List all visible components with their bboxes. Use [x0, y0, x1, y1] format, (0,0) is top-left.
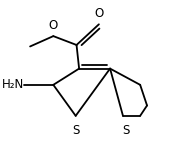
- Text: O: O: [49, 19, 58, 32]
- Text: S: S: [123, 124, 130, 137]
- Text: O: O: [94, 7, 104, 20]
- Text: S: S: [72, 124, 79, 137]
- Text: H₂N: H₂N: [2, 78, 24, 91]
